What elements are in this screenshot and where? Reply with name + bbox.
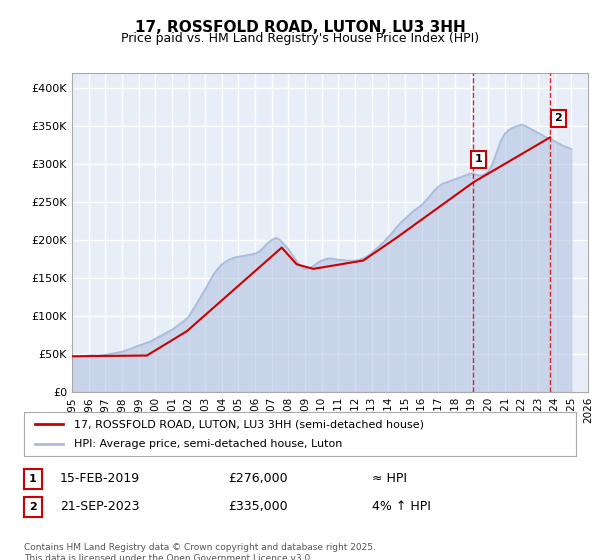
Text: 1: 1 <box>29 474 37 484</box>
Text: 1: 1 <box>475 155 482 165</box>
Text: 17, ROSSFOLD ROAD, LUTON, LU3 3HH (semi-detached house): 17, ROSSFOLD ROAD, LUTON, LU3 3HH (semi-… <box>74 419 424 429</box>
Text: 2: 2 <box>554 114 562 123</box>
Text: £276,000: £276,000 <box>228 472 287 486</box>
Text: Price paid vs. HM Land Registry's House Price Index (HPI): Price paid vs. HM Land Registry's House … <box>121 32 479 45</box>
Text: 4% ↑ HPI: 4% ↑ HPI <box>372 500 431 514</box>
Text: 2: 2 <box>29 502 37 512</box>
Text: £335,000: £335,000 <box>228 500 287 514</box>
Text: 17, ROSSFOLD ROAD, LUTON, LU3 3HH: 17, ROSSFOLD ROAD, LUTON, LU3 3HH <box>134 20 466 35</box>
Text: HPI: Average price, semi-detached house, Luton: HPI: Average price, semi-detached house,… <box>74 439 342 449</box>
Text: 15-FEB-2019: 15-FEB-2019 <box>60 472 140 486</box>
Text: ≈ HPI: ≈ HPI <box>372 472 407 486</box>
Text: 21-SEP-2023: 21-SEP-2023 <box>60 500 139 514</box>
Text: Contains HM Land Registry data © Crown copyright and database right 2025.
This d: Contains HM Land Registry data © Crown c… <box>24 543 376 560</box>
